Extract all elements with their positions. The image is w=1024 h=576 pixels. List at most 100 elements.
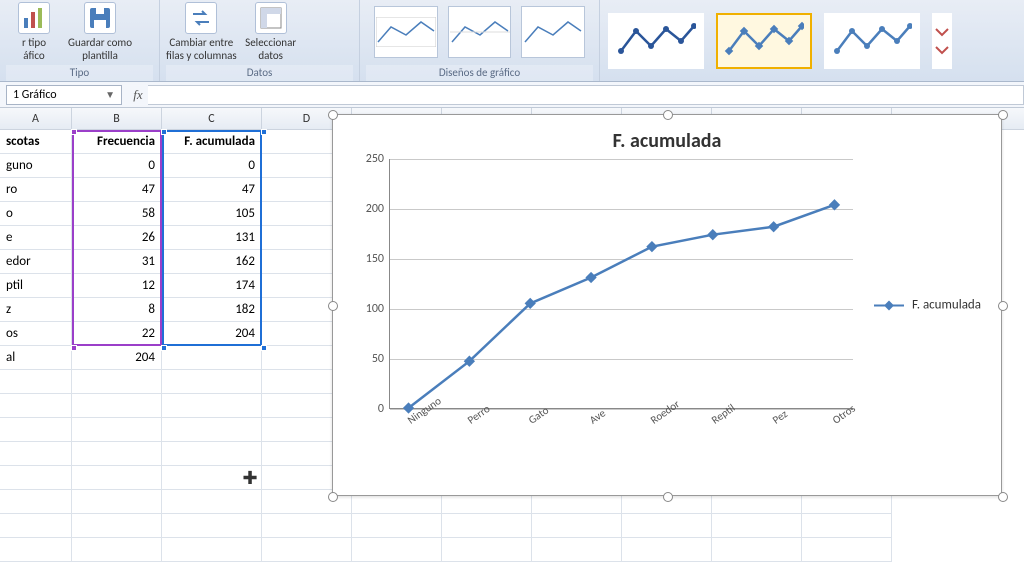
cell[interactable] [72, 370, 162, 394]
cell[interactable]: 26 [72, 226, 162, 250]
cell[interactable]: 47 [72, 178, 162, 202]
cell[interactable] [802, 538, 892, 562]
cell[interactable]: 174 [162, 274, 262, 298]
cell[interactable] [622, 538, 712, 562]
style-thumb[interactable] [824, 13, 920, 69]
cell[interactable]: 12 [72, 274, 162, 298]
chart-layout-gallery[interactable] [366, 2, 593, 62]
style-thumb[interactable] [608, 13, 704, 69]
cell[interactable]: os [0, 322, 72, 346]
save-as-template-button[interactable]: Guardar como plantilla [68, 2, 132, 62]
cell[interactable] [72, 442, 162, 466]
cell[interactable] [0, 394, 72, 418]
layout-thumb[interactable] [521, 6, 585, 58]
cell[interactable] [162, 418, 262, 442]
cell[interactable] [622, 514, 712, 538]
cell[interactable] [532, 514, 622, 538]
select-data-button[interactable]: Seleccionar datos [243, 2, 299, 62]
embedded-chart[interactable]: F. acumulada 050100150200250NingunoPerro… [332, 114, 1002, 496]
cell[interactable] [262, 538, 352, 562]
cell[interactable]: 131 [162, 226, 262, 250]
cell[interactable]: ro [0, 178, 72, 202]
cell[interactable]: 0 [162, 154, 262, 178]
cell[interactable] [162, 490, 262, 514]
cell[interactable]: 182 [162, 298, 262, 322]
cell[interactable] [0, 370, 72, 394]
resize-handle[interactable] [328, 492, 338, 502]
fx-icon[interactable]: fx [128, 87, 148, 103]
table-row[interactable] [0, 538, 1024, 562]
cell[interactable] [72, 514, 162, 538]
cell[interactable] [262, 514, 352, 538]
worksheet[interactable]: ABCDEFGHIJ scotasFrecuenciaF. acumuladag… [0, 108, 1024, 562]
change-chart-type-button[interactable]: r tipo áfico [6, 2, 62, 62]
cell[interactable] [162, 370, 262, 394]
resize-handle[interactable] [663, 110, 673, 120]
cell[interactable]: 58 [72, 202, 162, 226]
cell[interactable]: 162 [162, 250, 262, 274]
resize-handle[interactable] [663, 492, 673, 502]
cell[interactable]: F. acumulada [162, 130, 262, 154]
table-row[interactable] [0, 514, 1024, 538]
cell[interactable] [352, 514, 442, 538]
cell[interactable] [0, 466, 72, 490]
resize-handle[interactable] [328, 110, 338, 120]
cell[interactable]: 204 [162, 322, 262, 346]
name-box[interactable]: 1 Gráfico ▼ [6, 85, 122, 105]
resize-handle[interactable] [998, 301, 1008, 311]
cell[interactable]: al [0, 346, 72, 370]
cell[interactable] [162, 442, 262, 466]
cell[interactable] [72, 394, 162, 418]
cell[interactable] [0, 442, 72, 466]
cell[interactable]: z [0, 298, 72, 322]
legend[interactable]: F. acumulada [874, 298, 981, 313]
name-box-dropdown-icon[interactable]: ▼ [105, 88, 115, 101]
column-header[interactable]: A [0, 108, 72, 129]
column-header[interactable]: B [72, 108, 162, 129]
cell[interactable] [712, 538, 802, 562]
cell[interactable]: 8 [72, 298, 162, 322]
cell[interactable] [0, 514, 72, 538]
cell[interactable] [162, 514, 262, 538]
cell[interactable] [72, 538, 162, 562]
cell[interactable] [162, 394, 262, 418]
cell[interactable]: 204 [72, 346, 162, 370]
cell[interactable] [532, 538, 622, 562]
cell[interactable] [72, 466, 162, 490]
cell[interactable] [802, 514, 892, 538]
cell[interactable] [0, 418, 72, 442]
cell[interactable] [442, 538, 532, 562]
cell[interactable] [442, 514, 532, 538]
style-thumb-selected[interactable] [716, 13, 812, 69]
chart-title[interactable]: F. acumulada [341, 123, 993, 155]
cell[interactable] [72, 490, 162, 514]
cell[interactable]: Frecuencia [72, 130, 162, 154]
plot-area[interactable]: 050100150200250NingunoPerroGatoAveRoedor… [389, 159, 853, 409]
cell[interactable] [72, 418, 162, 442]
layout-thumb[interactable] [374, 6, 438, 58]
layout-thumb[interactable] [448, 6, 512, 58]
formula-input[interactable] [148, 85, 1024, 105]
resize-handle[interactable] [998, 492, 1008, 502]
cell[interactable]: 47 [162, 178, 262, 202]
chart-style-gallery[interactable] [600, 0, 1024, 81]
cell[interactable]: scotas [0, 130, 72, 154]
cell[interactable]: 105 [162, 202, 262, 226]
cell[interactable] [712, 514, 802, 538]
cell[interactable] [162, 538, 262, 562]
cell[interactable]: 0 [72, 154, 162, 178]
cell[interactable]: 22 [72, 322, 162, 346]
cell[interactable]: 31 [72, 250, 162, 274]
cell[interactable] [0, 538, 72, 562]
switch-row-column-button[interactable]: Cambiar entre filas y columnas [166, 2, 237, 62]
cell[interactable] [352, 538, 442, 562]
resize-handle[interactable] [328, 301, 338, 311]
cell[interactable]: e [0, 226, 72, 250]
cell[interactable]: o [0, 202, 72, 226]
cell[interactable]: guno [0, 154, 72, 178]
cell[interactable]: edor [0, 250, 72, 274]
column-header[interactable]: C [162, 108, 262, 129]
cell[interactable]: ptil [0, 274, 72, 298]
cell[interactable] [0, 490, 72, 514]
cell[interactable] [162, 346, 262, 370]
